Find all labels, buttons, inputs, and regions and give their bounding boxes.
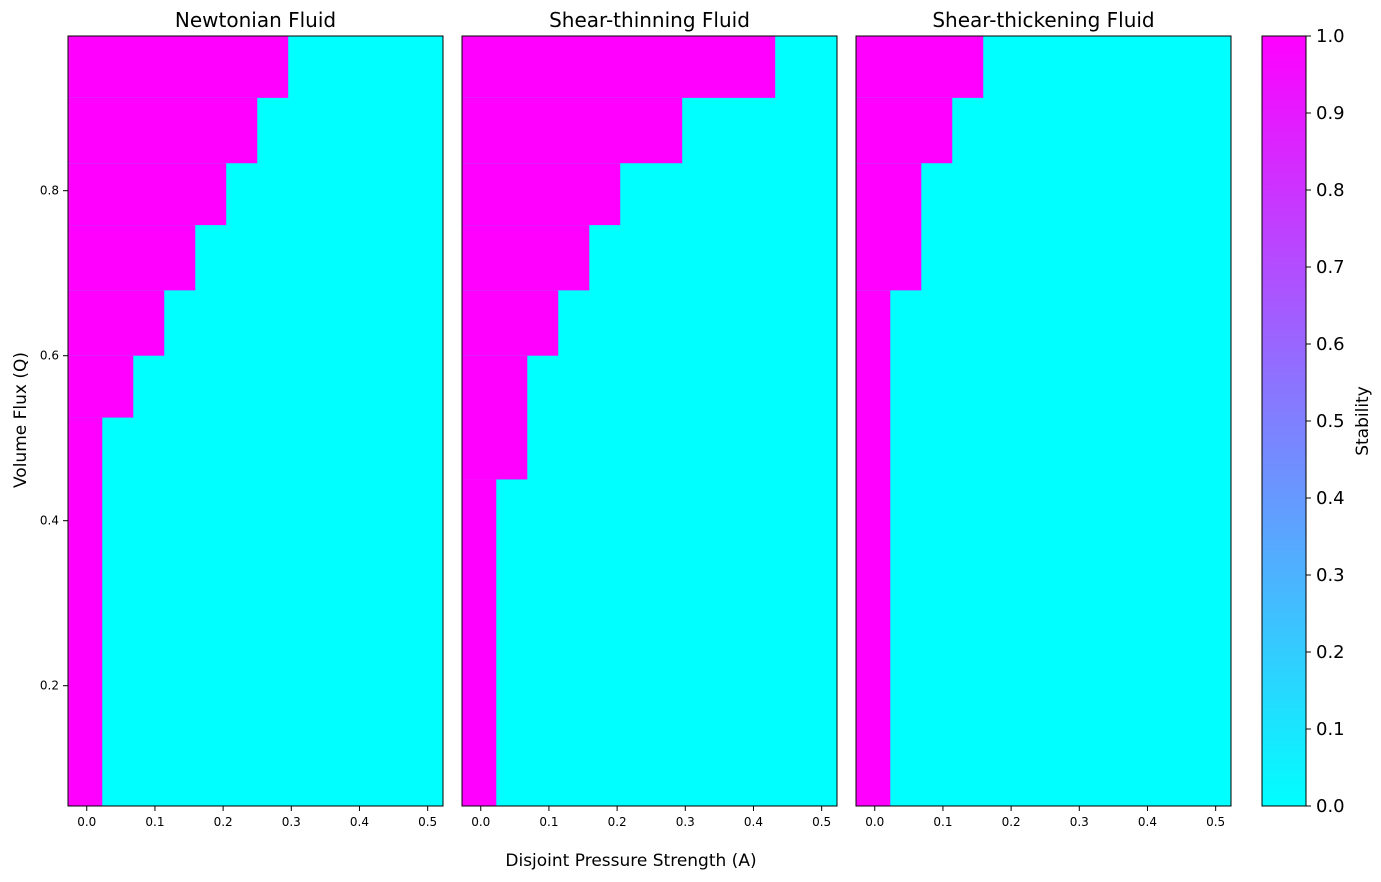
panel-3: Shear-thickening Fluid 0.0 0.1 0.2 0.3 0.4 0.5 — [855, 8, 1232, 829]
colorbar-tick-label: 0.9 — [1316, 103, 1345, 124]
x-tick-label: 0.2 — [608, 815, 627, 829]
heatmap-cell-stable — [462, 36, 776, 98]
heatmap-cell-stable — [856, 36, 984, 98]
colorbar-label: Stability — [1353, 386, 1373, 456]
x-tick-label: 0.1 — [539, 815, 558, 829]
heatmap-cell-stable — [856, 163, 922, 291]
panel-2: Shear-thinning Fluid 0.0 0.1 0.2 0.3 0.4 0.5 — [461, 8, 838, 829]
x-tick-label: 0.1 — [145, 815, 164, 829]
x-tick-label: 0.0 — [471, 815, 490, 829]
x-tick-label: 0.3 — [282, 815, 301, 829]
colorbar-tick-label: 0.8 — [1316, 180, 1345, 201]
x-tick-label: 0.3 — [1070, 815, 1089, 829]
x-tick-label: 0.5 — [1206, 815, 1225, 829]
heatmap-cell-stable — [856, 290, 891, 807]
colorbar-tick-label: 0.3 — [1316, 565, 1345, 586]
heatmap-cell-stable — [68, 97, 258, 164]
heatmap-cell-stable — [68, 290, 165, 356]
heatmap-cell-stable — [68, 355, 134, 418]
heatmap-cell-stable — [462, 479, 497, 806]
x-tick-label: 0.3 — [676, 815, 695, 829]
colorbar-gradient — [1262, 36, 1306, 806]
heatmap-cell-stable — [68, 36, 289, 98]
heatmap-cell-stable — [462, 225, 590, 291]
y-tick-label: 0.8 — [40, 184, 59, 198]
heatmap-cell-stable — [856, 97, 953, 164]
heatmap-cell-stable — [68, 163, 227, 226]
x-tick-label: 0.0 — [77, 815, 96, 829]
panel-title: Newtonian Fluid — [175, 8, 336, 32]
y-tick-label: 0.2 — [40, 679, 59, 693]
axes-frame — [461, 35, 838, 807]
x-tick-label: 0.5 — [812, 815, 831, 829]
x-tick-label: 0.4 — [1138, 815, 1157, 829]
x-tick-label: 0.1 — [933, 815, 952, 829]
shared-x-axis-label: Disjoint Pressure Strength (A) — [505, 851, 756, 871]
colorbar-tick-label: 0.0 — [1316, 796, 1345, 817]
x-tick-label: 0.4 — [744, 815, 763, 829]
axes-frame — [67, 35, 444, 807]
panels: Newtonian Fluid 0.0 0.1 0.2 0.3 0.4 0.5 0.2 0.4 0… — [40, 8, 1232, 829]
panel-1: Newtonian Fluid 0.0 0.1 0.2 0.3 0.4 0.5 0.2 0.4 0… — [40, 8, 444, 829]
x-tick-label: 0.0 — [865, 815, 884, 829]
panel-title: Shear-thickening Fluid — [932, 8, 1154, 32]
axes-frame — [855, 35, 1232, 807]
x-tick-label: 0.4 — [350, 815, 369, 829]
panel-title: Shear-thinning Fluid — [549, 8, 750, 32]
colorbar: 0.0 0.1 0.2 0.3 0.4 0.5 0.6 0.7 0.8 0.9 1.0 Stabil… — [1261, 26, 1373, 817]
heatmap-cell-stable — [68, 417, 103, 806]
colorbar-tick-label: 0.5 — [1316, 411, 1345, 432]
y-tick-label: 0.6 — [40, 349, 59, 363]
colorbar-tick-label: 0.2 — [1316, 642, 1345, 663]
colorbar-tick-label: 0.7 — [1316, 257, 1345, 278]
x-tick-label: 0.2 — [214, 815, 233, 829]
shared-y-axis-label: Volume Flux (Q) — [11, 352, 31, 488]
colorbar-tick-label: 1.0 — [1316, 26, 1345, 47]
x-tick-label: 0.2 — [1002, 815, 1021, 829]
colorbar-tick-label: 0.4 — [1316, 488, 1345, 509]
heatmap-cell-stable — [462, 355, 528, 480]
y-tick-label: 0.4 — [40, 514, 59, 528]
colorbar-tick-label: 0.6 — [1316, 334, 1345, 355]
x-tick-label: 0.5 — [418, 815, 437, 829]
heatmap-cell-stable — [462, 290, 559, 356]
heatmap-cell-stable — [68, 225, 196, 291]
colorbar-ticks: 0.0 0.1 0.2 0.3 0.4 0.5 0.6 0.7 0.8 0.9 1.0 — [1306, 26, 1345, 817]
heatmap-cell-stable — [462, 97, 683, 164]
heatmap-cell-stable — [462, 163, 621, 226]
colorbar-tick-label: 0.1 — [1316, 719, 1345, 740]
